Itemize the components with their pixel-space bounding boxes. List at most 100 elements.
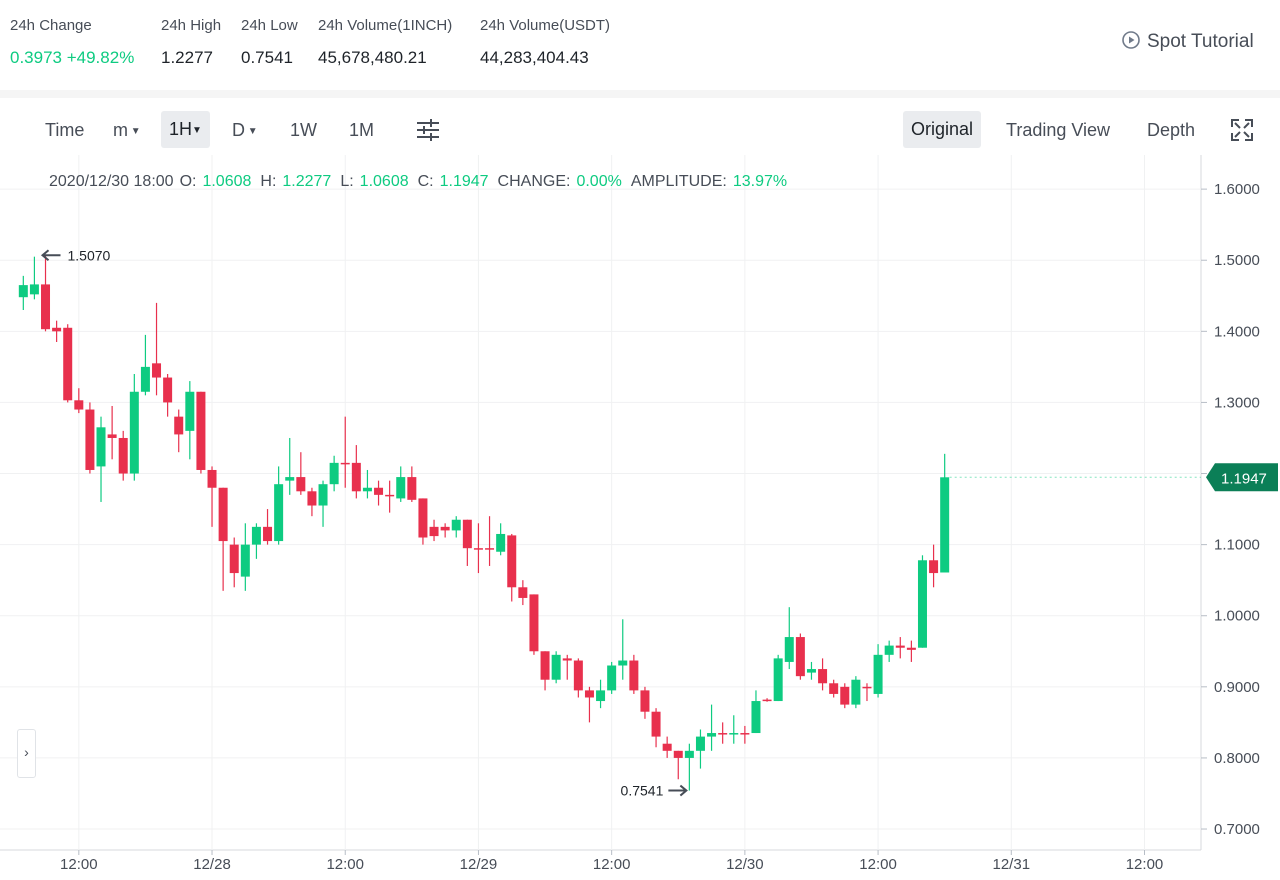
y-tick-label: 1.5000 [1214,252,1260,269]
candle-body [840,686,850,705]
info-date: 2020/12/30 18:00 [49,173,174,190]
x-tick-label: 12/30 [726,856,764,873]
info-value: 1.2277 [282,173,332,190]
candle-body [407,477,417,500]
candle-body [518,587,528,598]
interval-label: m [113,120,128,140]
y-tick-label: 0.8000 [1214,750,1260,767]
settings-icon[interactable] [416,119,440,141]
candle-body [873,654,883,694]
candle-body [163,377,173,403]
x-tick-label: 12:00 [326,856,364,873]
info-label: AMPLITUDE: [630,173,727,190]
candle-body [740,733,750,735]
ohlc-info: 2020/12/30 18:00 O: 1.0608 H: 1.2277 L: 1.0608… [49,173,796,191]
interval-button[interactable]: Time [45,120,85,140]
stat-label: 24h High [161,17,222,34]
x-tick-label: 12:00 [60,856,98,873]
candle-body [362,487,372,492]
view-button[interactable]: Original [903,111,982,148]
candle-body [152,363,162,378]
candle-body [385,494,395,497]
candle-body [462,519,472,549]
candle-body [795,637,805,677]
candle-body [917,560,927,648]
candle-body [240,544,250,577]
candle-body [562,658,572,661]
candle-body [895,645,905,648]
side-toggle[interactable]: › [17,729,36,778]
candle-body [851,679,861,705]
candle-body [85,409,95,470]
candle-body [41,284,51,330]
candle-body [418,498,428,538]
candle-body [229,544,239,574]
view-button[interactable]: Trading View [1006,120,1111,140]
separator [0,90,1280,98]
annotation-arrow [40,249,61,262]
candle-body [63,327,73,401]
view-button[interactable]: Depth [1147,120,1196,140]
candle-body [784,637,794,662]
interval-button[interactable]: 1H▼ [161,111,210,148]
candle-body [251,526,261,545]
candle-body [862,686,872,689]
candle-body [584,690,594,698]
x-tick-label: 12:00 [1126,856,1164,873]
info-label: CHANGE: [497,173,571,190]
y-tick-label: 1.0000 [1214,608,1260,625]
candle-body [618,660,628,666]
last-price-tag [1206,463,1278,492]
spot-tutorial-button[interactable]: Spot Tutorial [1121,30,1254,53]
candle-body [29,284,39,295]
candle-body [729,733,739,735]
candle-body [773,658,783,702]
candle-body [451,519,461,531]
stat-label: 24h Change [10,17,92,34]
interval-button[interactable]: D ▼ [232,120,258,140]
info-value: 0.00% [576,173,622,190]
interval-button[interactable]: m ▼ [113,120,141,140]
candle-body [52,327,62,332]
fullscreen-icon[interactable] [1230,118,1254,142]
candle-body [285,477,295,481]
candle-body [695,736,705,751]
candle-body [307,491,317,506]
candle-body [429,526,439,537]
candle-body [263,526,273,542]
candle-body [274,484,284,542]
info-label: C: [417,173,434,190]
candle-body [806,669,816,673]
info-label: O: [179,173,197,190]
candle-body [196,391,206,470]
y-tick-label: 1.6000 [1214,181,1260,198]
stat-value: 44,283,404.43 [480,48,589,67]
x-tick-label: 12/28 [193,856,231,873]
stat-value: 0.7541 [241,48,293,67]
last-price-label: 1.1947 [1221,470,1267,487]
candle-body [596,690,606,702]
candle-body [340,462,350,465]
candle-body [296,477,306,492]
info-value: 1.0608 [359,173,409,190]
candle-body [396,477,406,499]
candle-body [529,594,539,652]
candle-body [485,548,495,550]
candle-body [662,743,672,751]
candle-body [751,701,761,734]
info-value: 1.1947 [439,173,489,190]
x-tick-label: 12/29 [460,856,498,873]
candle-body [629,660,639,691]
candle-body [540,651,550,680]
info-value: 1.0608 [202,173,252,190]
candle-body [718,733,728,735]
interval-button[interactable]: 1M [349,120,375,140]
y-tick-label: 1.3000 [1214,394,1260,411]
spot-tutorial-label: Spot Tutorial [1147,31,1254,52]
candle-body [96,427,106,467]
candle-body [496,533,506,552]
candle-body [374,487,384,495]
x-tick-label: 12/31 [993,856,1031,873]
info-value: 13.97% [732,173,788,190]
interval-button[interactable]: 1W [290,120,317,140]
